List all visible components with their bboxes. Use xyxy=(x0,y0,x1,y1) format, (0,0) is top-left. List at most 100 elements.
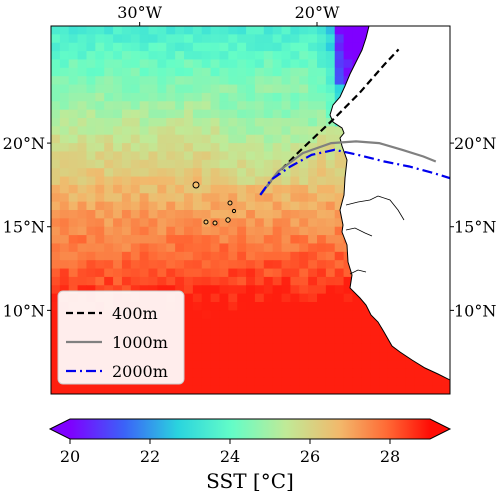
sst-cell xyxy=(77,101,88,111)
sst-cell xyxy=(95,118,105,127)
sst-cell xyxy=(290,118,300,127)
sst-cell xyxy=(95,126,105,136)
sst-cell xyxy=(201,260,212,270)
sst-cell xyxy=(210,67,221,77)
sst-cell xyxy=(175,176,185,186)
sst-cell xyxy=(139,218,150,228)
sst-cell xyxy=(379,343,389,353)
sst-cell xyxy=(379,385,389,394)
sst-cell xyxy=(210,260,221,270)
sst-cell xyxy=(59,201,70,211)
sst-cell xyxy=(290,134,300,144)
sst-cell xyxy=(51,260,61,270)
sst-cell xyxy=(254,377,265,387)
sst-cell xyxy=(299,285,309,295)
sst-cell xyxy=(317,84,327,94)
sst-cell xyxy=(308,352,318,362)
sst-cell xyxy=(77,76,88,86)
sst-cell xyxy=(95,109,105,119)
sst-cell xyxy=(210,101,221,111)
sst-cell xyxy=(228,251,238,261)
sst-cell xyxy=(148,151,158,161)
sst-cell xyxy=(210,34,221,44)
sst-cell xyxy=(334,285,345,295)
sst-cell xyxy=(228,151,238,161)
sst-cell xyxy=(317,76,327,86)
sst-cell xyxy=(192,51,203,61)
sst-cell xyxy=(130,134,141,144)
sst-cell xyxy=(201,268,212,278)
sst-cell xyxy=(246,126,256,136)
sst-cell xyxy=(77,34,88,44)
sst-cell xyxy=(219,368,229,378)
sst-cell xyxy=(325,327,336,337)
sst-cell xyxy=(219,276,229,286)
sst-cell xyxy=(210,285,221,295)
sst-cell xyxy=(77,59,88,69)
sst-cell xyxy=(121,101,132,111)
sst-cell xyxy=(121,268,132,278)
sst-cell xyxy=(237,76,247,86)
sst-cell xyxy=(139,134,150,144)
sst-cell xyxy=(281,293,291,303)
sst-cell xyxy=(254,51,265,61)
sst-cell xyxy=(263,260,274,270)
sst-cell xyxy=(86,51,96,61)
sst-cell xyxy=(113,34,123,44)
sst-cell xyxy=(272,318,283,328)
sst-cell xyxy=(290,126,300,136)
sst-cell xyxy=(104,118,114,127)
sst-cell xyxy=(192,159,203,169)
sst-cell xyxy=(263,235,274,245)
sst-cell xyxy=(166,193,176,203)
sst-cell xyxy=(121,260,132,270)
sst-cell xyxy=(201,293,212,303)
sst-cell xyxy=(308,235,318,245)
sst-cell xyxy=(281,251,291,261)
sst-cell xyxy=(370,377,380,387)
sst-cell xyxy=(290,42,300,52)
sst-cell xyxy=(148,260,158,270)
sst-cell xyxy=(254,210,265,219)
sst-cell xyxy=(157,151,167,161)
sst-cell xyxy=(113,51,123,61)
sst-cell xyxy=(148,126,158,136)
sst-cell xyxy=(201,151,212,161)
sst-cell xyxy=(263,76,274,86)
legend-label-1000m: 1000m xyxy=(112,333,168,352)
sst-cell xyxy=(237,343,247,353)
sst-cell xyxy=(192,360,203,370)
sst-cell xyxy=(86,251,96,261)
sst-cell xyxy=(104,201,114,211)
sst-cell xyxy=(254,343,265,353)
sst-cell xyxy=(104,285,114,295)
sst-cell xyxy=(95,184,105,194)
sst-cell xyxy=(157,210,167,219)
sst-cell xyxy=(387,343,398,353)
sst-cell xyxy=(121,109,132,119)
sst-cell xyxy=(299,210,309,219)
colorbar-tick-label: 20 xyxy=(60,447,80,466)
sst-cell xyxy=(139,285,150,295)
sst-cell xyxy=(379,377,389,387)
sst-cell xyxy=(228,285,238,295)
sst-cell xyxy=(325,310,336,320)
sst-cell xyxy=(121,184,132,194)
sst-cell xyxy=(343,318,354,328)
sst-cell xyxy=(184,159,194,169)
sst-cell xyxy=(290,343,300,353)
sst-cell xyxy=(148,201,158,211)
sst-cell xyxy=(254,327,265,337)
sst-cell xyxy=(317,268,327,278)
sst-cell xyxy=(237,335,247,345)
sst-cell xyxy=(192,193,203,203)
sst-cell xyxy=(95,176,105,186)
sst-cell xyxy=(237,377,247,387)
sst-cell xyxy=(228,210,238,219)
sst-cell xyxy=(219,109,229,119)
sst-cell xyxy=(263,92,274,102)
sst-cell xyxy=(228,352,238,362)
sst-cell xyxy=(184,293,194,303)
sst-cell xyxy=(148,134,158,144)
sst-cell xyxy=(281,193,291,203)
